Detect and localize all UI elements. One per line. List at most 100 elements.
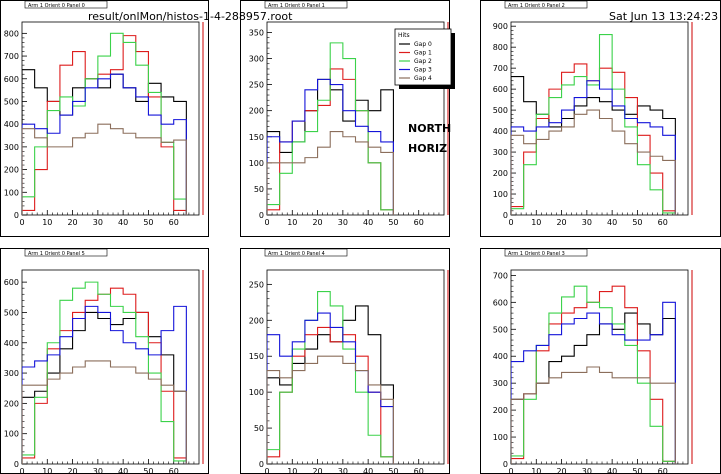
y-tick-label: 100 <box>249 388 264 397</box>
legend-title: Hits <box>398 32 410 39</box>
series-gap-4 <box>267 355 394 464</box>
panel-title-box <box>264 0 348 9</box>
x-tick-label: 0 <box>264 218 269 227</box>
series-gap-3 <box>22 305 187 464</box>
x-tick-label: 0 <box>19 467 24 474</box>
x-tick-label: 10 <box>531 467 541 474</box>
x-tick-label: 20 <box>312 467 322 474</box>
y-tick-label: 200 <box>4 399 19 408</box>
x-tick-label: 60 <box>414 467 424 474</box>
x-tick-label: 50 <box>388 467 398 474</box>
x-tick-label: 30 <box>93 218 103 227</box>
x-tick-label: 40 <box>118 218 128 227</box>
y-tick-label: 150 <box>249 352 264 361</box>
series-gap-4 <box>267 130 394 215</box>
y-tick-label: 0 <box>503 211 508 220</box>
x-tick-label: 10 <box>42 218 52 227</box>
legend-entry: Gap 4 <box>414 75 432 82</box>
x-tick-label: 40 <box>118 467 128 474</box>
panel-title: Arm 1 Orient 0 Panel 3 <box>508 251 565 257</box>
y-tick-label: 50 <box>254 424 264 433</box>
y-tick-label: 0 <box>14 460 19 469</box>
x-tick-label: 40 <box>607 218 617 227</box>
y-tick-label: 800 <box>493 43 508 52</box>
series-gap-4 <box>511 109 676 215</box>
y-tick-label: 800 <box>4 29 19 38</box>
x-tick-label: 0 <box>264 467 269 474</box>
x-tick-label: 50 <box>143 467 153 474</box>
north-label: NORTH <box>408 122 451 135</box>
x-tick-label: 40 <box>607 467 617 474</box>
y-tick-label: 300 <box>493 379 508 388</box>
x-tick-label: 20 <box>556 467 566 474</box>
panel-title-box <box>504 248 588 257</box>
y-tick-label: 600 <box>4 278 19 287</box>
y-tick-label: 50 <box>254 185 264 194</box>
x-tick-label: 10 <box>531 218 541 227</box>
series-gap-3 <box>267 312 394 464</box>
y-tick-label: 0 <box>259 460 264 469</box>
series-gap-4 <box>22 123 187 215</box>
panel-title-tab: Arm 1 Orient 0 Panel 2 <box>504 0 588 9</box>
x-tick-label: 50 <box>388 218 398 227</box>
y-tick-label: 250 <box>249 280 264 289</box>
panel-2: Arm 1 Orient 0 Panel 2010020030040050060… <box>480 0 721 237</box>
panel-title: Arm 1 Orient 0 Panel 0 <box>28 3 85 9</box>
y-tick-label: 0 <box>14 211 19 220</box>
panel-title-tab: Arm 1 Orient 0 Panel 1 <box>264 0 348 9</box>
y-tick-label: 600 <box>493 85 508 94</box>
panel-5: Arm 1 Orient 0 Panel 3010020030040050060… <box>480 248 721 474</box>
y-tick-label: 700 <box>493 64 508 73</box>
series-gap-4 <box>511 366 676 464</box>
x-tick-label: 40 <box>363 218 373 227</box>
x-tick-label: 0 <box>19 218 24 227</box>
series-gap-3 <box>22 73 187 215</box>
y-tick-label: 400 <box>4 120 19 129</box>
panel-title-box <box>504 0 588 9</box>
series-gap-3 <box>511 301 676 464</box>
panel-title-box <box>264 248 348 257</box>
x-tick-label: 20 <box>67 467 77 474</box>
y-tick-label: 0 <box>503 460 508 469</box>
series-gap-4 <box>22 360 187 464</box>
y-tick-label: 100 <box>249 159 264 168</box>
series-gap-2 <box>267 42 394 215</box>
y-tick-label: 100 <box>493 190 508 199</box>
panel-4: Arm 1 Orient 0 Panel 4 0 50 100 150 200 250 0 10… <box>240 248 450 474</box>
legend-entry: Gap 2 <box>414 58 432 65</box>
y-tick-label: 500 <box>4 97 19 106</box>
x-tick-label: 10 <box>287 467 297 474</box>
x-tick-label: 60 <box>658 218 668 227</box>
y-tick-label: 400 <box>493 127 508 136</box>
panel-title-tab: Arm 1 Orient 0 Panel 0 <box>24 0 108 9</box>
series-gap-3 <box>511 80 676 215</box>
panel-title: Arm 1 Orient 0 Panel 5 <box>28 251 85 257</box>
panel-title-box <box>24 248 108 257</box>
panel-title-tab: Arm 1 Orient 0 Panel 4 <box>264 248 348 257</box>
y-tick-label: 200 <box>4 166 19 175</box>
file-path-label: result/onlMon/histos-1-4-288957.root <box>88 10 293 23</box>
x-tick-label: 30 <box>582 218 592 227</box>
legend-entry: Gap 0 <box>414 41 432 48</box>
y-tick-label: 300 <box>4 143 19 152</box>
y-tick-label: 500 <box>4 308 19 317</box>
y-tick-label: 0 <box>259 211 264 220</box>
series-gap-0 <box>511 75 676 215</box>
series-gap-2 <box>267 291 394 464</box>
x-tick-label: 40 <box>363 467 373 474</box>
y-tick-label: 200 <box>249 316 264 325</box>
y-tick-label: 300 <box>249 55 264 64</box>
y-tick-label: 100 <box>4 188 19 197</box>
x-tick-label: 0 <box>508 218 513 227</box>
y-tick-label: 250 <box>249 81 264 90</box>
x-tick-label: 50 <box>143 218 153 227</box>
y-tick-label: 150 <box>249 133 264 142</box>
x-tick-label: 50 <box>632 467 642 474</box>
y-tick-label: 200 <box>493 169 508 178</box>
x-tick-label: 0 <box>508 467 513 474</box>
y-tick-label: 200 <box>249 107 264 116</box>
series-gap-2 <box>22 281 187 464</box>
y-tick-label: 700 <box>493 271 508 280</box>
